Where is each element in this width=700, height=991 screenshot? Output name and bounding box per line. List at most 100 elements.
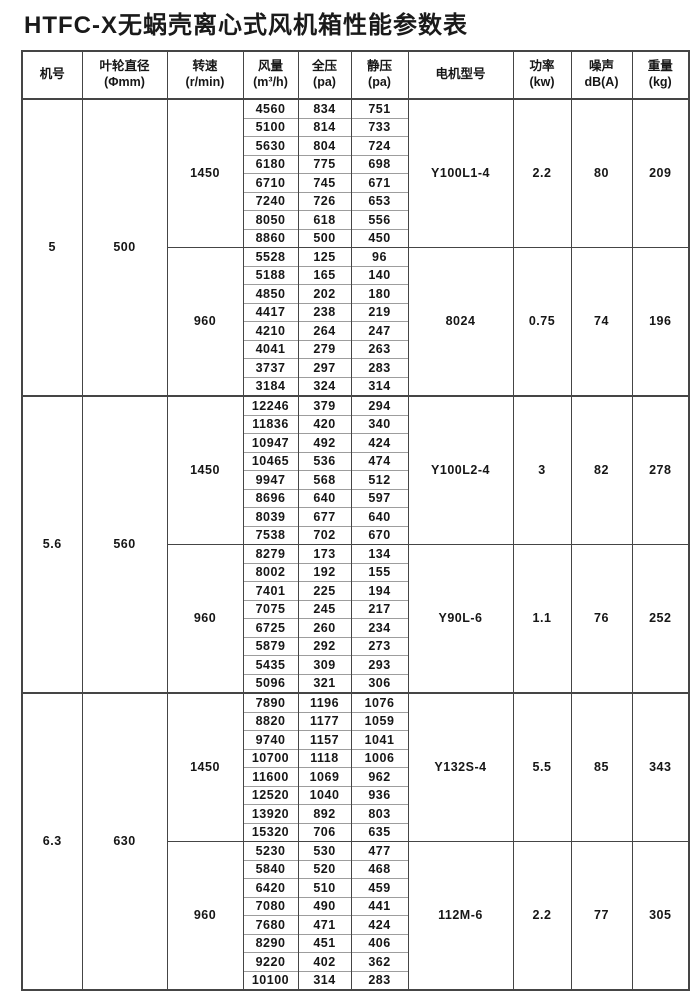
total-pressure-cell: 1040 (297, 785, 352, 805)
total-pressure-cell: 292 (297, 636, 352, 656)
total-pressure-cell: 125 (297, 247, 352, 266)
static-pressure-cell: 134 (350, 544, 409, 563)
static-pressure-cell: 733 (350, 117, 409, 137)
total-pressure-cell: 1118 (297, 748, 352, 768)
air-volume-cell: 5188 (242, 265, 299, 285)
table-row: 8696 640 597 (22, 488, 689, 508)
static-pressure-cell: 698 (350, 154, 409, 174)
static-pressure-cell: 1041 (350, 730, 409, 749)
table-row: 11600 1069 962 (22, 767, 689, 786)
air-volume-cell: 15320 (242, 822, 299, 842)
power-cell: 2.2 (512, 98, 572, 248)
total-pressure-cell: 706 (297, 822, 352, 842)
total-pressure-cell: 420 (297, 414, 352, 434)
table-row: 4041 279 263 (22, 339, 689, 359)
air-volume-cell: 5630 (242, 136, 299, 155)
table-row: 5188 165 140 (22, 265, 689, 285)
air-volume-cell: 13920 (242, 804, 299, 823)
static-pressure-cell: 962 (350, 767, 409, 786)
total-pressure-cell: 520 (297, 859, 352, 879)
air-volume-cell: 4041 (242, 339, 299, 359)
total-pressure-cell: 726 (297, 191, 352, 211)
air-volume-cell: 4417 (242, 302, 299, 322)
air-volume-cell: 8290 (242, 933, 299, 953)
air-volume-cell: 8039 (242, 507, 299, 526)
total-pressure-cell: 297 (297, 358, 352, 377)
table-row: 10947 492 424 (22, 433, 689, 452)
table-row: 8820 1177 1059 (22, 711, 689, 731)
col-header-total-pressure: 全压 (pa) (297, 50, 352, 100)
motor-model-cell: Y90L-6 (407, 544, 514, 693)
table-row: 9740 1157 1041 (22, 730, 689, 749)
total-pressure-cell: 702 (297, 525, 352, 545)
static-pressure-cell: 424 (350, 915, 409, 934)
static-pressure-cell: 219 (350, 302, 409, 322)
static-pressure-cell: 751 (350, 98, 409, 118)
air-volume-cell: 10700 (242, 748, 299, 768)
air-volume-cell: 5879 (242, 636, 299, 656)
table-row: 7401 225 194 (22, 581, 689, 600)
power-cell: 3 (512, 395, 572, 545)
air-volume-cell: 12520 (242, 785, 299, 805)
static-pressure-cell: 234 (350, 618, 409, 637)
total-pressure-cell: 279 (297, 339, 352, 359)
table-row: 5.6 560 1450 12246 379 294 Y100L2-4 3 82 278 (21, 395, 690, 693)
col-header-air-volume: 风量 (m³/h) (242, 50, 299, 100)
air-volume-cell: 6725 (242, 618, 299, 637)
static-pressure-cell: 217 (350, 599, 409, 619)
table-row: 4850 202 180 (22, 284, 689, 303)
table-row: 5096 321 306 (22, 673, 689, 693)
table-row: 5435 309 293 (22, 655, 689, 674)
static-pressure-cell: 459 (350, 878, 409, 897)
air-volume-cell: 10947 (242, 433, 299, 452)
air-volume-cell: 5230 (242, 841, 299, 860)
table-row: 7080 490 441 (22, 896, 689, 916)
table-row: 4417 238 219 (22, 302, 689, 322)
total-pressure-cell: 402 (297, 952, 352, 971)
table-row: 5100 814 733 (22, 117, 689, 137)
air-volume-cell: 7080 (242, 896, 299, 916)
total-pressure-cell: 264 (297, 321, 352, 340)
air-volume-cell: 8279 (242, 544, 299, 563)
air-volume-cell: 5100 (242, 117, 299, 137)
total-pressure-cell: 510 (297, 878, 352, 897)
col-header-line2: (kg) (648, 75, 672, 89)
table-row: 960 8279 173 134 Y90L-6 1.1 76 252 (22, 544, 690, 693)
air-volume-cell: 4850 (242, 284, 299, 303)
col-header-power: 功率 (kw) (512, 50, 572, 100)
machine-no-cell: 5.6 (21, 395, 83, 693)
total-pressure-cell: 451 (297, 933, 352, 953)
static-pressure-cell: 273 (350, 636, 409, 656)
air-volume-cell: 11600 (242, 767, 299, 786)
weight-cell: 343 (631, 692, 690, 842)
speed-cell: 1450 (166, 395, 244, 545)
table-row: 3737 297 283 (22, 358, 689, 377)
static-pressure-cell: 597 (350, 488, 409, 508)
static-pressure-cell: 468 (350, 859, 409, 879)
noise-cell: 74 (570, 247, 633, 396)
table-row: 8860 500 450 (22, 228, 689, 248)
table-header: 机号 叶轮直径 (Φmm) 转速 (r/min) 风量 (m³/h) 全压 (pa) 静压 (pa)… (21, 50, 690, 100)
air-volume-cell: 6180 (242, 154, 299, 174)
total-pressure-cell: 568 (297, 470, 352, 489)
noise-cell: 80 (570, 98, 633, 248)
col-header-line2: (r/min) (185, 75, 225, 89)
table-row: 6180 775 698 (22, 154, 689, 174)
table-row: 7680 471 424 (22, 915, 689, 934)
table-row: 7075 245 217 (22, 599, 689, 619)
air-volume-cell: 7890 (242, 692, 299, 712)
total-pressure-cell: 321 (297, 673, 352, 693)
col-header-line1: 电机型号 (435, 67, 486, 82)
air-volume-cell: 8696 (242, 488, 299, 508)
total-pressure-cell: 492 (297, 433, 352, 452)
static-pressure-cell: 247 (350, 321, 409, 340)
total-pressure-cell: 1177 (297, 711, 352, 731)
table-header-row: 机号 叶轮直径 (Φmm) 转速 (r/min) 风量 (m³/h) 全压 (pa) 静压 (pa)… (21, 50, 690, 100)
total-pressure-cell: 1069 (297, 767, 352, 786)
noise-cell: 85 (570, 692, 633, 842)
total-pressure-cell: 324 (297, 376, 352, 396)
air-volume-cell: 3184 (242, 376, 299, 396)
table-row: 8290 451 406 (22, 933, 689, 953)
total-pressure-cell: 892 (297, 804, 352, 823)
static-pressure-cell: 406 (350, 933, 409, 953)
